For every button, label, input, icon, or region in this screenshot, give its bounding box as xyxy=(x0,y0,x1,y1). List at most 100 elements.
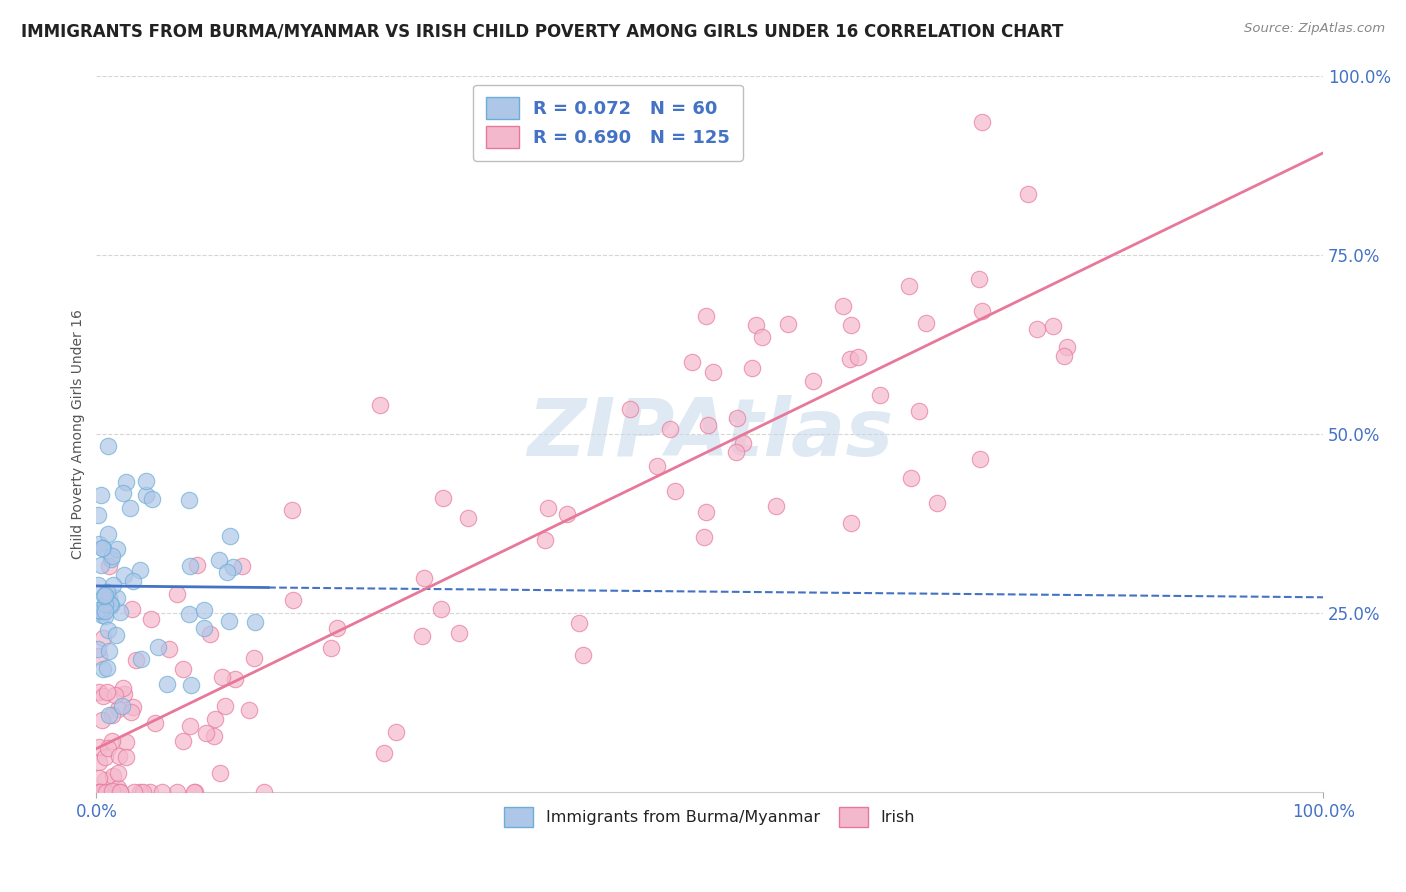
Point xyxy=(96,585,118,599)
Point xyxy=(94,597,117,611)
Point xyxy=(214,698,236,713)
Point xyxy=(184,785,207,799)
Point xyxy=(900,471,922,485)
Point xyxy=(1017,187,1039,202)
Point xyxy=(120,705,142,719)
Point xyxy=(741,361,763,376)
Point xyxy=(87,685,110,699)
Point xyxy=(204,712,226,726)
Point xyxy=(200,627,222,641)
Point xyxy=(101,707,124,722)
Point xyxy=(659,422,682,436)
Point xyxy=(129,785,152,799)
Point xyxy=(98,707,121,722)
Point xyxy=(157,642,180,657)
Point xyxy=(101,769,124,783)
Point xyxy=(413,571,436,585)
Point xyxy=(96,685,118,699)
Point xyxy=(108,785,131,799)
Point xyxy=(179,719,201,733)
Point xyxy=(664,484,686,499)
Point xyxy=(107,765,129,780)
Point xyxy=(970,115,993,129)
Point xyxy=(869,388,891,402)
Point xyxy=(93,631,115,645)
Point xyxy=(97,527,120,541)
Point xyxy=(141,491,163,506)
Point xyxy=(91,608,114,623)
Point xyxy=(183,785,205,799)
Point xyxy=(115,475,138,489)
Point xyxy=(90,558,112,572)
Point xyxy=(281,593,304,607)
Point xyxy=(107,781,129,796)
Point xyxy=(745,318,768,333)
Point xyxy=(97,741,120,756)
Point xyxy=(91,689,114,703)
Point xyxy=(370,398,392,412)
Point xyxy=(115,734,138,748)
Point xyxy=(555,508,578,522)
Point xyxy=(98,558,121,573)
Point xyxy=(1056,340,1078,354)
Point xyxy=(619,402,641,417)
Point xyxy=(373,746,395,760)
Point xyxy=(87,785,110,799)
Point xyxy=(122,785,145,799)
Point xyxy=(326,622,349,636)
Point xyxy=(114,750,136,764)
Point xyxy=(129,652,152,666)
Point xyxy=(90,604,112,618)
Point xyxy=(96,785,118,799)
Point xyxy=(725,411,748,425)
Point xyxy=(231,559,253,574)
Point xyxy=(94,772,117,787)
Point xyxy=(108,749,131,764)
Point xyxy=(86,603,108,617)
Point xyxy=(97,623,120,637)
Point xyxy=(238,703,260,717)
Point xyxy=(217,566,239,580)
Point xyxy=(243,650,266,665)
Point xyxy=(925,496,948,510)
Point xyxy=(101,784,124,798)
Point xyxy=(970,304,993,318)
Point xyxy=(155,677,177,691)
Point xyxy=(87,785,110,799)
Point xyxy=(186,558,208,572)
Point xyxy=(122,574,145,589)
Point xyxy=(429,601,451,615)
Point xyxy=(129,563,152,577)
Point xyxy=(801,374,824,388)
Point xyxy=(90,488,112,502)
Point xyxy=(103,577,125,591)
Point xyxy=(280,503,302,517)
Point xyxy=(94,749,117,764)
Point xyxy=(87,648,110,663)
Point xyxy=(208,553,231,567)
Point xyxy=(204,729,226,743)
Point xyxy=(112,568,135,582)
Point xyxy=(111,699,134,714)
Point xyxy=(104,689,127,703)
Point xyxy=(97,644,120,658)
Point xyxy=(96,661,118,675)
Point xyxy=(107,702,129,716)
Point xyxy=(776,318,799,332)
Point xyxy=(105,542,128,557)
Point xyxy=(967,272,990,286)
Point xyxy=(449,626,471,640)
Point xyxy=(211,670,233,684)
Text: Source: ZipAtlas.com: Source: ZipAtlas.com xyxy=(1244,22,1385,36)
Point xyxy=(98,785,121,799)
Point xyxy=(898,279,921,293)
Point xyxy=(108,605,131,619)
Point xyxy=(166,587,188,601)
Point xyxy=(179,492,201,507)
Point xyxy=(432,491,454,506)
Point xyxy=(87,578,110,592)
Point xyxy=(180,678,202,692)
Point xyxy=(222,560,245,574)
Point xyxy=(765,499,787,513)
Point xyxy=(245,615,267,629)
